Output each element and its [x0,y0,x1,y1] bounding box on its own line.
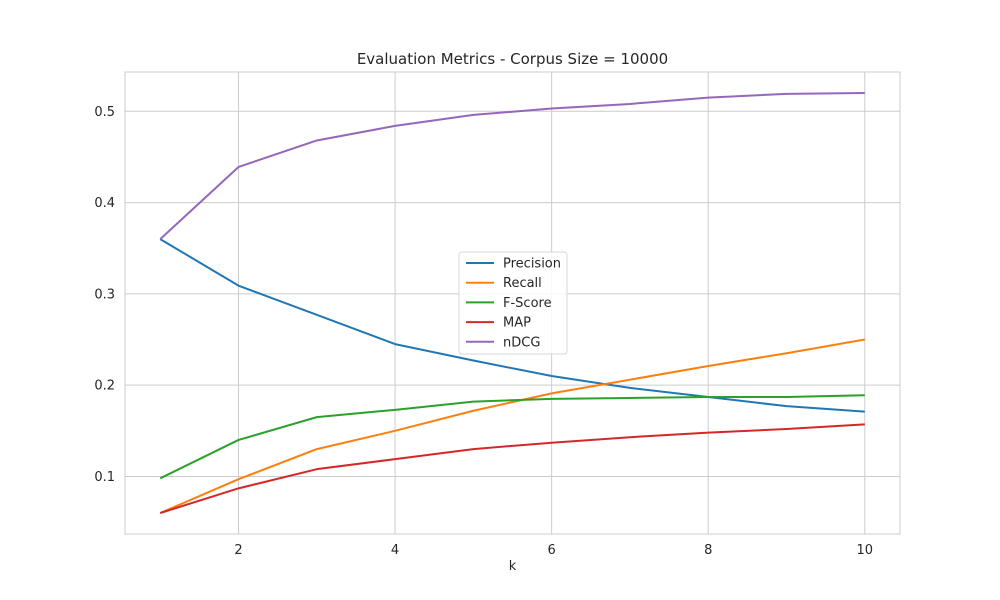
y-tick-label: 0.1 [94,470,115,485]
x-tick-label: 2 [234,543,242,558]
legend-label-precision: Precision [503,257,561,272]
series-lines [159,92,865,514]
y-tick-label: 0.2 [94,379,115,394]
y-tick-label: 0.3 [94,287,115,302]
x-tick-label: 6 [548,543,556,558]
x-tick-label: 10 [856,543,873,558]
series-line-f-score [159,394,865,480]
series-line-recall [159,338,865,514]
legend-label-ndcg: nDCG [503,335,540,350]
x-tick-label: 8 [704,543,712,558]
series-line-map [159,423,865,514]
legend-label-recall: Recall [503,276,542,291]
plot-frame [124,71,901,535]
series-line-precision [159,238,865,413]
legend-label-f-score: F-Score [503,296,552,311]
y-tick-label: 0.5 [94,105,115,120]
legend-label-map: MAP [503,316,531,331]
x-axis-label: k [509,559,517,574]
x-tick-label: 4 [391,543,399,558]
y-tick-label: 0.4 [94,196,115,211]
chart-title: Evaluation Metrics - Corpus Size = 10000 [357,50,668,68]
tick-labels: 2 4 6 8 10 0.1 0.2 0.3 0.4 0.5 [94,105,873,558]
legend: Precision Recall F-Score MAP nDCG [458,251,568,355]
series-line-ndcg [159,92,865,240]
legend-box [458,251,568,355]
